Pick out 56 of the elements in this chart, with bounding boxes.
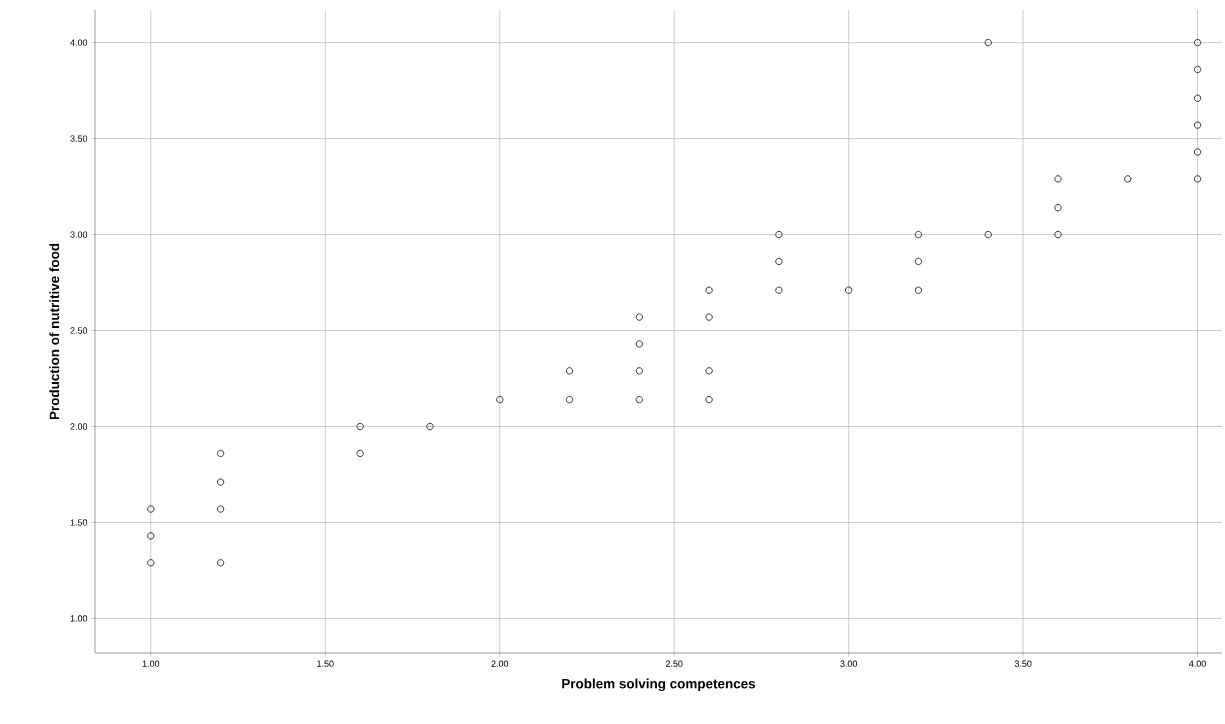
point (914, 257, 923, 266)
y-tick-label: 3.00 (70, 231, 88, 238)
point (984, 38, 992, 47)
point (426, 422, 434, 431)
point (705, 395, 713, 404)
y-tick-label: 2.50 (70, 327, 88, 334)
point (1124, 175, 1132, 183)
x-tick-label: 2.00 (491, 660, 509, 667)
point (775, 286, 783, 294)
point (1193, 65, 1202, 74)
point (147, 532, 155, 540)
point (1193, 94, 1202, 102)
point (1054, 175, 1062, 183)
y-tick-label: 4.00 (70, 39, 88, 46)
point (635, 367, 643, 375)
point (216, 449, 225, 458)
point (635, 313, 643, 321)
point (496, 395, 504, 404)
y-tick-label: 1.50 (70, 519, 88, 526)
point (914, 230, 923, 239)
x-tick-label: 3.00 (840, 660, 858, 667)
point (565, 367, 574, 375)
y-tick-label: 1.00 (70, 615, 88, 622)
point (775, 230, 783, 239)
point (705, 367, 713, 375)
point (1193, 38, 1202, 47)
point (844, 286, 853, 294)
point (147, 559, 155, 567)
point (565, 395, 574, 404)
point (1193, 121, 1202, 129)
point (775, 257, 783, 266)
point (1054, 204, 1062, 212)
point (147, 505, 155, 513)
point (216, 559, 225, 567)
point (1193, 148, 1202, 156)
point (914, 286, 923, 294)
point (984, 230, 992, 239)
point (356, 422, 364, 431)
x-tick-label: 2.50 (665, 660, 683, 667)
y-tick-label: 2.00 (70, 423, 88, 430)
x-tick-label: 1.00 (142, 660, 160, 667)
point (216, 478, 225, 486)
x-tick-label: 4.00 (1189, 660, 1206, 667)
x-tick-label: 3.50 (1014, 660, 1032, 667)
point (705, 313, 713, 321)
y-axis-title: Production of nutritive food (49, 243, 60, 420)
x-axis-title: Problem solving competences (562, 678, 756, 692)
x-tick-label: 1.50 (317, 660, 334, 667)
point (635, 395, 643, 404)
y-tick-label: 3.50 (70, 135, 88, 142)
point (705, 286, 713, 294)
point (356, 449, 364, 458)
point (1054, 230, 1062, 239)
point (216, 505, 225, 513)
point (635, 340, 643, 348)
point (1193, 175, 1202, 183)
